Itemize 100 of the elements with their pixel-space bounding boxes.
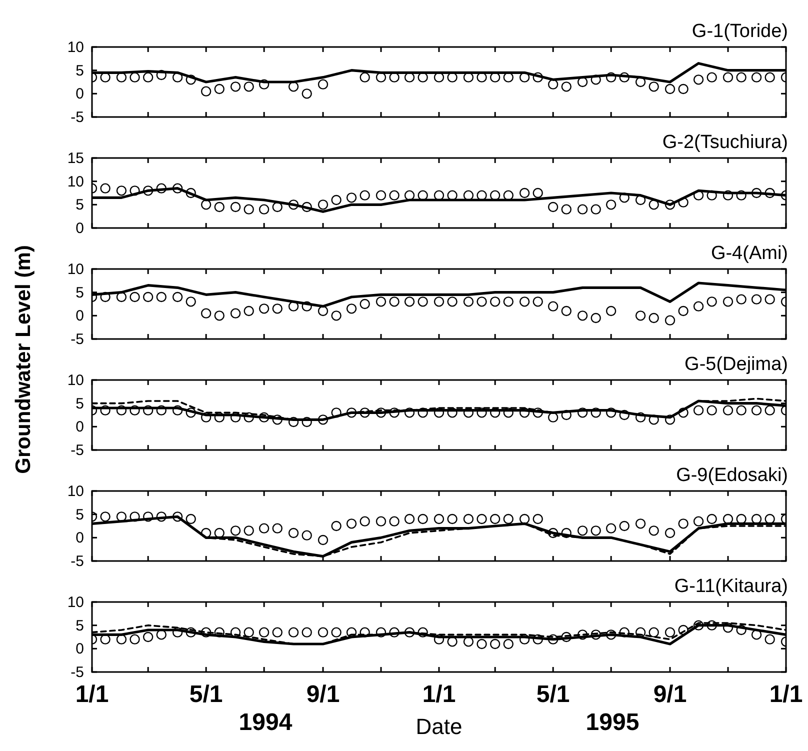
point [664,627,676,638]
point [706,296,717,307]
point [376,516,386,526]
point [214,84,224,94]
point [214,310,224,321]
point [318,79,328,90]
point [503,638,514,650]
point [318,534,328,546]
point [519,188,530,198]
point [548,202,558,212]
x-tick-label: 5/1 [189,681,223,708]
point [764,72,775,82]
point [635,310,646,321]
chart-title: G-11(Kitaura) [674,576,788,597]
point [490,514,500,524]
point [116,292,127,302]
chart-title: G-1(Toride) [692,21,788,42]
point [590,526,601,536]
point [186,514,196,524]
point [577,526,588,536]
point [142,72,154,82]
y-tick-label: -5 [70,331,84,348]
point [693,301,704,312]
point [230,526,241,536]
point [736,294,746,304]
point [200,200,212,210]
point [404,514,415,524]
point [519,296,530,307]
point [706,72,717,82]
y-tick-label: 10 [67,372,84,389]
point [693,405,704,416]
point [258,204,270,214]
point [635,518,646,529]
y-tick-label: 0 [76,220,84,237]
y-tick-label: 0 [76,530,84,547]
y-tick-label: 5 [76,284,84,302]
point [100,183,110,194]
point [561,306,572,316]
point [418,514,428,524]
point [434,514,444,524]
point [331,310,342,321]
point [376,190,386,200]
point [244,82,254,92]
point [116,634,127,644]
point [418,296,428,307]
point [346,192,357,203]
point [130,72,140,82]
point [561,82,572,92]
point [619,520,630,532]
point [648,82,659,92]
point [447,296,458,307]
point [722,405,734,416]
point [678,84,688,94]
point [764,405,775,416]
point [532,188,543,198]
point [186,296,196,307]
point [142,292,154,302]
y-tick-label: -5 [70,442,84,459]
point [463,296,474,307]
point [272,627,282,638]
y-tick-label: 10 [67,173,84,190]
point [214,202,224,212]
point [476,514,487,524]
point [490,296,500,307]
y-tick-label: 0 [76,640,84,658]
point [230,82,241,92]
point [648,312,659,324]
point [360,516,370,526]
point [116,186,127,196]
text: 1995 [586,709,640,736]
point [376,296,386,307]
point [577,204,588,214]
text: 1994 [238,709,293,736]
y-tick-label: -5 [70,664,84,681]
point [272,523,282,534]
y-tick-label: 0 [76,308,84,325]
chart-title: G-9(Edosaki) [676,465,788,486]
point [548,79,558,90]
chart-title: G-4(Ami) [710,243,788,264]
point [244,627,254,638]
point [648,526,659,536]
point [693,516,704,526]
point [258,627,270,638]
y-tick-label: -5 [70,109,84,126]
point [244,306,254,316]
point [272,202,282,212]
y-tick-label: 10 [67,39,84,56]
point [172,292,183,302]
y-tick-label: 0 [76,418,84,436]
point [706,405,717,416]
point [590,204,601,214]
y-tick-label: 10 [67,483,84,500]
point [100,512,110,522]
point [142,632,154,642]
point [722,72,734,82]
point [476,296,487,307]
point [532,296,543,307]
point [577,310,588,321]
point [764,634,775,644]
point [548,301,558,312]
